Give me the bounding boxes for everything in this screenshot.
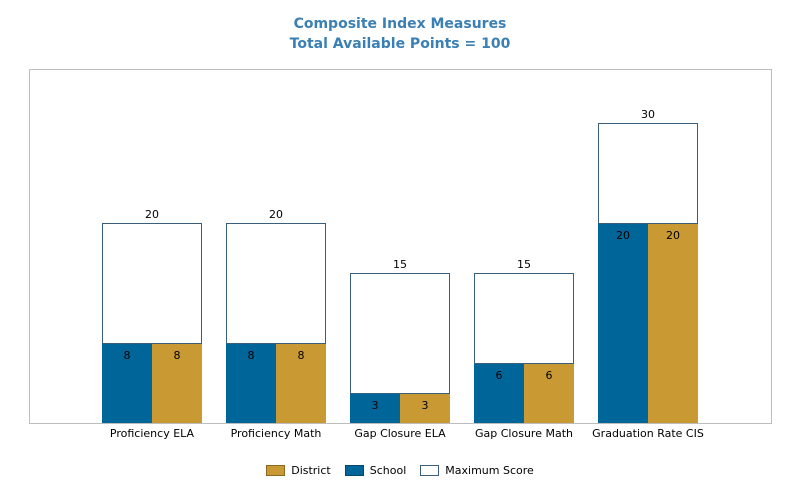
bar-district-graduation-rate-cis [648, 223, 698, 423]
bar-school-gap-closure-ela [350, 393, 400, 423]
plot-area-border [29, 69, 772, 424]
bar-district-proficiency-math [276, 343, 326, 423]
label-school-gap-closure-ela: 3 [372, 399, 379, 412]
legend-swatch-district [266, 465, 286, 476]
label-district-gap-closure-math: 6 [546, 369, 553, 382]
legend-swatch-school [344, 465, 364, 476]
label-district-gap-closure-ela: 3 [422, 399, 429, 412]
legend-item-district: District [266, 464, 331, 477]
label-max-proficiency-ela: 20 [145, 208, 159, 221]
legend-swatch-maximum-score [420, 465, 440, 476]
category-label-gap-closure-ela: Gap Closure ELA [354, 427, 446, 440]
label-school-gap-closure-math: 6 [496, 369, 503, 382]
label-max-gap-closure-math: 15 [517, 258, 531, 271]
legend-item-school: School [344, 464, 407, 477]
chart-legend: District School Maximum Score [0, 464, 800, 477]
bar-school-gap-closure-math [474, 363, 524, 423]
label-district-proficiency-ela: 8 [174, 349, 181, 362]
label-school-proficiency-ela: 8 [124, 349, 131, 362]
label-district-graduation-rate-cis: 20 [666, 229, 680, 242]
label-max-gap-closure-ela: 15 [393, 258, 407, 271]
legend-label-maximum-score: Maximum Score [445, 464, 534, 477]
legend-label-school: School [369, 464, 407, 477]
bar-district-gap-closure-ela [400, 393, 450, 423]
label-max-graduation-rate-cis: 30 [641, 108, 655, 121]
label-school-graduation-rate-cis: 20 [616, 229, 630, 242]
bar-district-proficiency-ela [152, 343, 202, 423]
label-district-proficiency-math: 8 [298, 349, 305, 362]
bar-school-proficiency-math [226, 343, 276, 423]
label-max-proficiency-math: 20 [269, 208, 283, 221]
category-label-gap-closure-math: Gap Closure Math [475, 427, 573, 440]
chart-subtitle: Total Available Points = 100 [289, 36, 511, 52]
category-label-proficiency-math: Proficiency Math [231, 427, 322, 440]
bar-school-graduation-rate-cis [598, 223, 648, 423]
bar-district-gap-closure-math [524, 363, 574, 423]
bar-school-proficiency-ela [102, 343, 152, 423]
chart-title: Composite Index Measures [293, 16, 507, 32]
label-school-proficiency-math: 8 [248, 349, 255, 362]
legend-item-maximum-score: Maximum Score [420, 464, 534, 477]
category-label-proficiency-ela: Proficiency ELA [110, 427, 195, 440]
legend-label-district: District [291, 464, 331, 477]
category-label-graduation-rate-cis: Graduation Rate CIS [592, 427, 704, 440]
